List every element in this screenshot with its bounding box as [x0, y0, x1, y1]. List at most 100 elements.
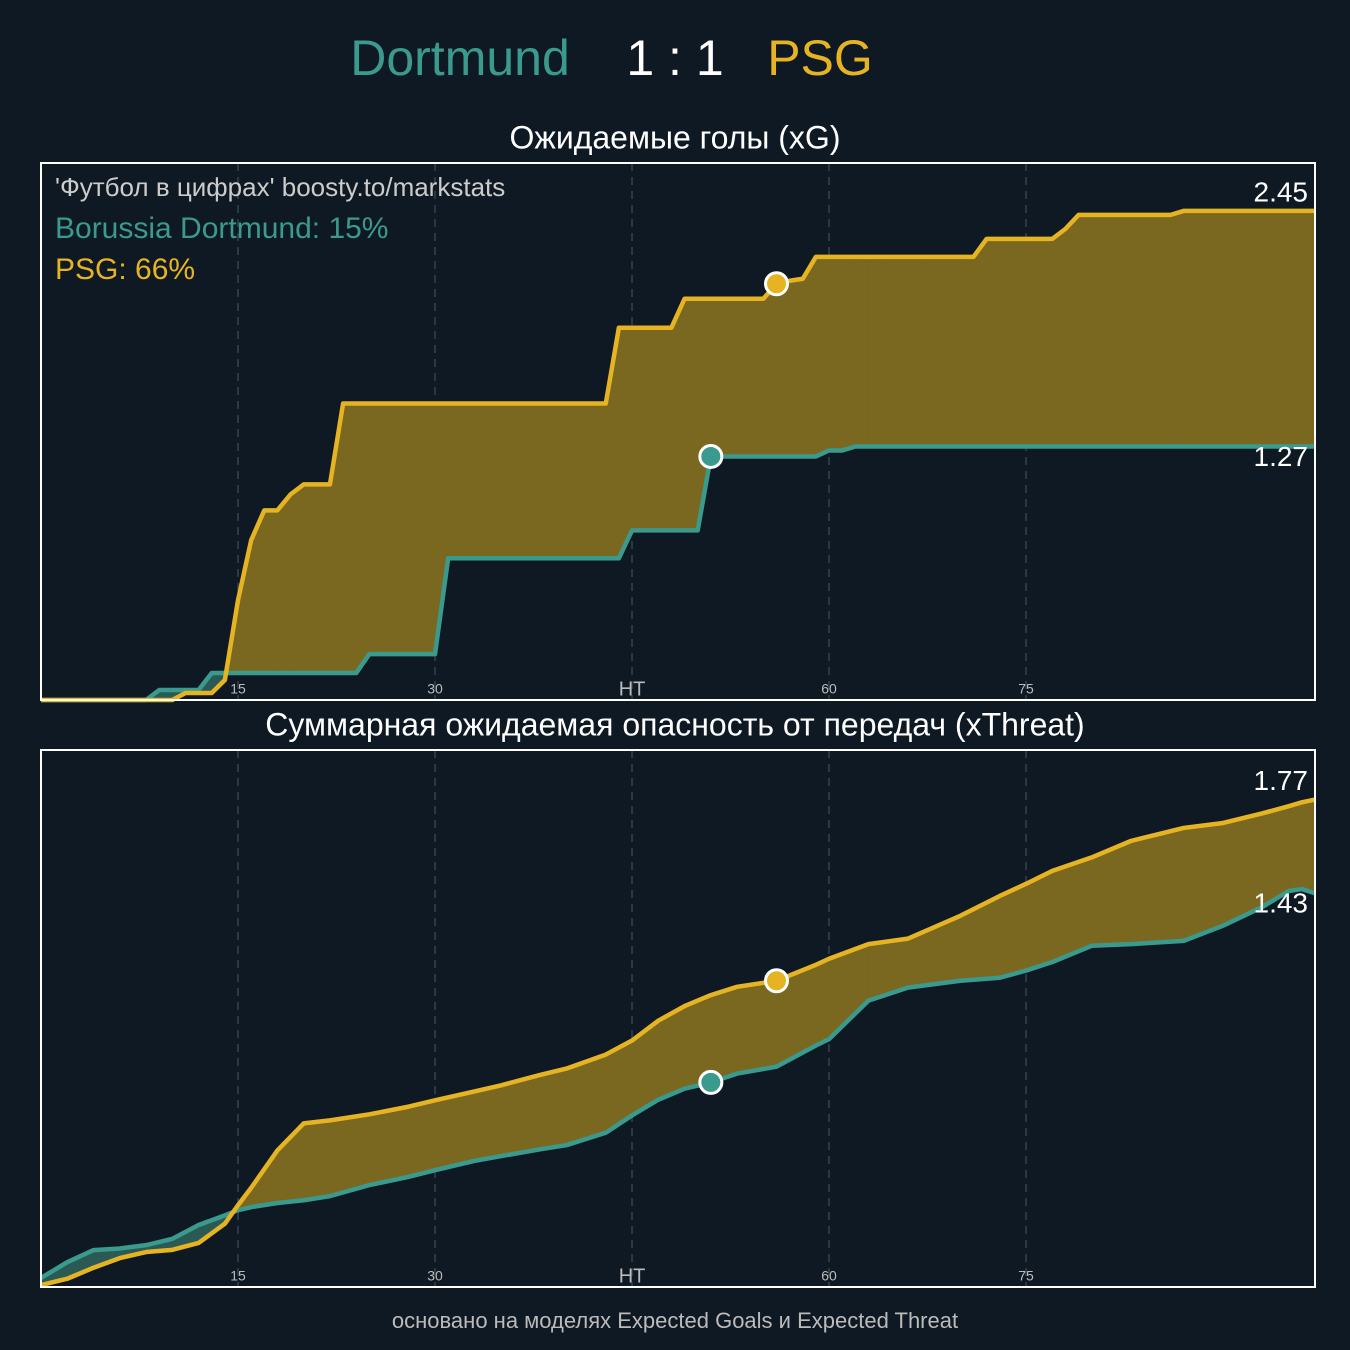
lead-area	[894, 256, 909, 447]
lead-area	[749, 298, 764, 457]
lead-area	[1157, 214, 1171, 447]
lead-area	[907, 256, 922, 447]
lead-area	[618, 327, 633, 559]
lead-area	[1078, 214, 1093, 447]
lead-area	[1209, 210, 1224, 447]
score: 1 : 1	[626, 30, 723, 86]
lead-area	[973, 237, 987, 447]
lead-area	[1052, 228, 1066, 447]
lead-area	[355, 403, 370, 675]
lead-area	[1249, 210, 1263, 447]
lead-area	[1235, 210, 1250, 447]
lead-area	[855, 256, 869, 447]
lead-area	[933, 256, 948, 447]
lead-area	[881, 256, 896, 447]
lead-area	[342, 403, 357, 674]
lead-area	[487, 403, 501, 559]
lead-area	[1091, 214, 1106, 447]
lead-area	[421, 403, 436, 655]
lead-area	[277, 493, 291, 674]
legend-entry: PSG: 66%	[55, 253, 195, 286]
goal-marker	[764, 271, 790, 297]
lead-area	[631, 327, 646, 531]
end-label: 1.77	[1254, 765, 1309, 796]
lead-area	[474, 403, 488, 559]
lead-area	[1196, 210, 1211, 447]
goal-marker	[764, 968, 790, 994]
lead-area	[539, 403, 554, 559]
lead-area	[447, 403, 462, 559]
lead-area	[868, 256, 882, 447]
lead-area	[986, 238, 1001, 447]
lead-area	[290, 483, 304, 674]
lead-area	[763, 282, 777, 457]
lead-area	[999, 883, 1027, 979]
lead-area	[369, 1106, 410, 1186]
lead-area	[960, 256, 974, 447]
lead-area	[460, 403, 475, 559]
series-line	[41, 444, 1315, 703]
x-tick-label: 60	[821, 1268, 837, 1284]
x-tick-label: HT	[619, 678, 646, 700]
goal-marker	[698, 1069, 724, 1095]
lead-area	[1012, 238, 1027, 447]
lead-area	[500, 403, 515, 559]
lead-area	[316, 484, 331, 674]
x-tick-label: 15	[230, 1268, 246, 1284]
lead-area	[1288, 210, 1303, 447]
lead-area	[710, 298, 725, 457]
lead-area	[1183, 210, 1198, 447]
lead-area	[395, 403, 410, 655]
lead-area	[526, 403, 541, 559]
lead-area	[920, 256, 935, 447]
x-tick-label: 75	[1018, 1268, 1034, 1284]
plot-frame	[40, 749, 1316, 1288]
chart-title: Суммарная ожидаемая опасность от передач…	[265, 706, 1084, 742]
lead-area	[566, 403, 580, 559]
end-label: 2.45	[1254, 176, 1309, 207]
lead-area	[579, 403, 593, 559]
lead-area	[1130, 827, 1184, 945]
away-team: PSG	[767, 30, 873, 86]
lead-area	[1222, 210, 1237, 447]
lead-area	[644, 327, 659, 531]
lead-area	[841, 256, 856, 451]
lead-area	[723, 298, 738, 457]
lead-area	[657, 327, 672, 531]
lead-area	[1183, 822, 1224, 942]
lead-area	[1288, 801, 1303, 892]
lead-area	[1025, 238, 1040, 447]
x-tick-label: 60	[821, 681, 837, 697]
lead-area	[263, 510, 278, 674]
x-tick-label: 30	[427, 1268, 443, 1284]
lead-area	[500, 1074, 541, 1157]
end-label: 1.27	[1254, 441, 1309, 472]
lead-area	[1025, 870, 1053, 971]
lead-area	[1065, 214, 1079, 447]
lead-area	[303, 1120, 331, 1201]
lead-area	[592, 403, 607, 559]
goal-marker	[698, 443, 724, 469]
lead-area	[408, 403, 423, 655]
lead-area	[1170, 210, 1184, 447]
lead-area	[776, 280, 790, 457]
lead-area	[1301, 799, 1316, 894]
footer: основано на моделях Expected Goals и Exp…	[392, 1308, 958, 1333]
lead-area	[1038, 238, 1053, 447]
x-tick-label: 75	[1018, 681, 1034, 697]
home-team: Dortmund	[350, 30, 570, 86]
lead-area	[474, 1085, 501, 1162]
lead-area	[1301, 210, 1316, 447]
end-label: 1.43	[1254, 888, 1309, 919]
lead-area	[671, 298, 685, 531]
lead-area	[815, 256, 830, 457]
lead-area	[802, 255, 817, 457]
lead-area	[408, 1099, 436, 1178]
lead-area	[1275, 210, 1290, 447]
series-line	[40, 797, 1316, 1288]
lead-area	[434, 1091, 475, 1171]
x-tick-label: HT	[619, 1265, 646, 1287]
chart-title: Ожидаемые голы (xG)	[510, 119, 841, 155]
lead-area	[736, 980, 777, 1074]
